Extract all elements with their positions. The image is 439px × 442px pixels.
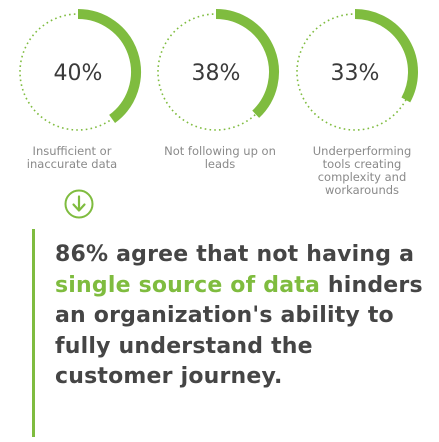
caption-line: workarounds — [324, 183, 400, 197]
donut-percent-label: 40% — [54, 61, 103, 86]
donut-chart-row: 40% 38% 33% — [19, 9, 418, 131]
caption-line: Insufficient or — [32, 144, 112, 158]
donut-value-arc — [354, 9, 418, 103]
statement-highlight: single source of data — [55, 272, 321, 298]
donut-value-arc — [215, 9, 279, 118]
accent-vertical-bar — [32, 229, 35, 437]
caption-line: leads — [204, 157, 236, 171]
donut-value-arc — [77, 9, 141, 123]
donut-percent-label: 33% — [331, 61, 380, 86]
donut-percent-label: 38% — [192, 61, 241, 86]
caption-line: Not following up on — [164, 144, 276, 158]
caption-line: inaccurate data — [26, 157, 118, 171]
caption-insufficient-data: Insufficient or inaccurate data — [8, 145, 136, 171]
caption-line: Underperforming — [312, 144, 412, 158]
statement-text: 86% agree that not having a — [55, 242, 415, 267]
donut-ring: 40% — [19, 9, 141, 131]
donut-ring: 38% — [157, 9, 279, 131]
donut-ring: 33% — [296, 9, 418, 131]
caption-underperforming-tools: Underperforming tools creating complexit… — [292, 145, 432, 197]
key-statement: 86% agree that not having a single sourc… — [55, 240, 435, 393]
down-arrow-circle-icon — [64, 189, 94, 219]
caption-line: complexity and — [317, 170, 407, 184]
caption-line: tools creating — [322, 157, 402, 171]
statement-text: hinders an organization's ability to ful… — [55, 272, 423, 390]
caption-not-following-up: Not following up on leads — [150, 145, 290, 171]
